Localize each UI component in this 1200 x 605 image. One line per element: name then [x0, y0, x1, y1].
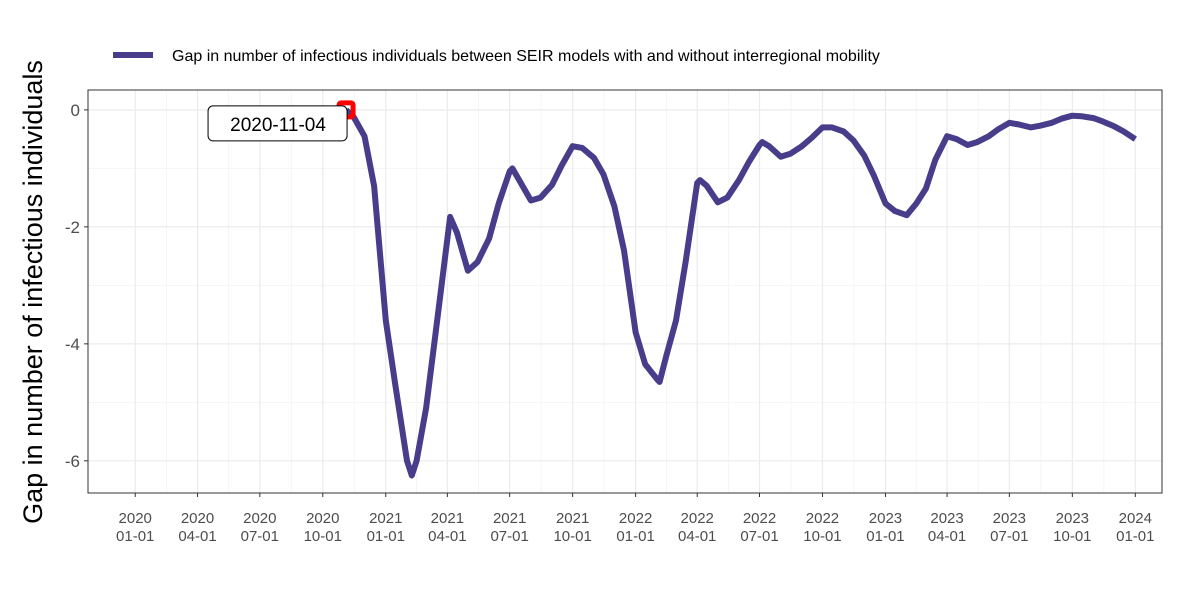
x-tick-label: 2020 04-01 [178, 510, 216, 545]
y-tick-label: -2 [65, 218, 80, 237]
annotation: 2020-11-04 [207, 105, 348, 142]
plot-border [87, 89, 1163, 494]
x-tick-label: 2022 04-01 [678, 510, 716, 545]
y-tick-label: -6 [65, 452, 80, 471]
x-tick-label: 2021 10-01 [553, 510, 591, 545]
x-tick-label: 2020 01-01 [116, 510, 154, 545]
y-axis-label: Gap in number of infectious individuals [18, 60, 48, 524]
x-tick-label: 2023 04-01 [928, 510, 966, 545]
annotation-label: 2020-11-04 [230, 115, 326, 136]
x-tick-label: 2020 10-01 [304, 510, 342, 545]
legend-label: Gap in number of infectious individuals … [172, 48, 880, 65]
y-tick-label: -4 [65, 335, 80, 354]
y-tick-label: 0 [71, 101, 80, 120]
x-tick-label: 2022 01-01 [616, 510, 654, 545]
annotation-box [207, 105, 348, 142]
x-tick-label: 2023 07-01 [990, 510, 1028, 545]
x-tick-label: 2022 10-01 [803, 510, 841, 545]
x-tick-label: 2024 01-01 [1116, 510, 1154, 545]
x-tick-label: 2021 07-01 [490, 510, 528, 545]
x-tick-label: 2022 07-01 [740, 510, 778, 545]
x-tick-label: 2023 01-01 [866, 510, 904, 545]
x-tick-label: 2023 10-01 [1053, 510, 1091, 545]
x-tick-label: 2020 07-01 [241, 510, 279, 545]
data-line [344, 107, 1137, 479]
x-tick-label: 2021 01-01 [367, 510, 405, 545]
x-tick-label: 2021 04-01 [428, 510, 466, 545]
